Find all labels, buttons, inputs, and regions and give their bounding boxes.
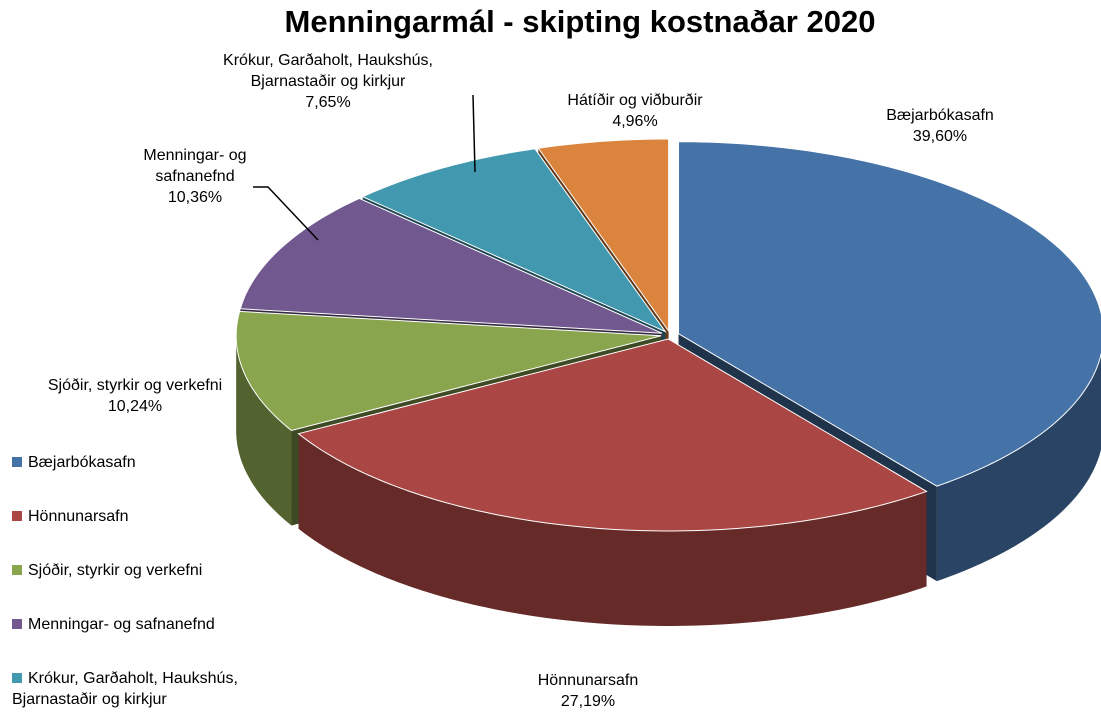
- legend-label: Sjóðir, styrkir og verkefni: [28, 562, 203, 579]
- data-label-value: 10,24%: [107, 398, 163, 415]
- leader-line: [253, 186, 319, 241]
- data-label: Hátíðir og viðburðir 4,96%: [535, 90, 735, 132]
- legend-entry: Bæjarbókasafn: [12, 452, 136, 473]
- data-label-value: 27,19%: [560, 693, 616, 710]
- legend-swatch: [12, 457, 22, 467]
- legend-entry: Krókur, Garðaholt, Haukshús, Bjarnastaði…: [12, 668, 292, 710]
- data-label-name: Hátíðir og viðburðir: [567, 92, 703, 109]
- legend-swatch: [12, 565, 22, 575]
- slice: [239, 197, 663, 334]
- slice: [297, 338, 928, 532]
- legend-label: Bæjarbókasafn: [28, 454, 136, 471]
- legend-swatch: [12, 619, 22, 629]
- slice: [678, 141, 1101, 487]
- data-label: Hönnunarsafn 27,19%: [513, 670, 663, 712]
- data-label: Bæjarbókasafn 39,60%: [865, 105, 1015, 147]
- legend-swatch: [12, 673, 22, 683]
- slice: [361, 148, 667, 333]
- data-label-name: Hönnunarsafn: [537, 672, 639, 689]
- legend-entry: Sjóðir, styrkir og verkefni: [12, 560, 202, 581]
- slice: [235, 310, 662, 432]
- slice-side: [236, 335, 292, 526]
- slice-side: [298, 433, 927, 626]
- data-label-name: Krókur, Garðaholt, Haukshús, Bjarnastaði…: [223, 52, 433, 90]
- data-label: Sjóðir, styrkir og verkefni 10,24%: [5, 375, 265, 417]
- legend-entry: Hönnunarsafn: [12, 506, 129, 527]
- legend-label: Hönnunarsafn: [28, 508, 129, 525]
- data-label-value: 4,96%: [612, 113, 658, 130]
- data-label-name: Menningar- og safnanefnd: [143, 147, 247, 185]
- data-label-value: 7,65%: [305, 94, 351, 111]
- data-label: Menningar- og safnanefnd 10,36%: [125, 145, 265, 208]
- legend-label: Menningar- og safnanefnd: [28, 616, 215, 633]
- legend-label: Krókur, Garðaholt, Haukshús, Bjarnastaði…: [12, 670, 238, 708]
- legend-entry: Menningar- og safnanefnd: [12, 614, 215, 635]
- legend-swatch: [12, 511, 22, 521]
- slice-side: [936, 354, 1101, 582]
- slice: [537, 138, 670, 333]
- data-label-name: Sjóðir, styrkir og verkefni: [47, 377, 223, 394]
- chart-title: Menningarmál - skipting kostnaðar 2020: [284, 4, 876, 39]
- data-label-value: 39,60%: [912, 128, 968, 145]
- data-label-value: 10,36%: [167, 189, 223, 206]
- leader-line: [472, 94, 476, 173]
- data-label: Krókur, Garðaholt, Haukshús, Bjarnastaði…: [203, 50, 453, 113]
- data-label-name: Bæjarbókasafn: [886, 107, 994, 124]
